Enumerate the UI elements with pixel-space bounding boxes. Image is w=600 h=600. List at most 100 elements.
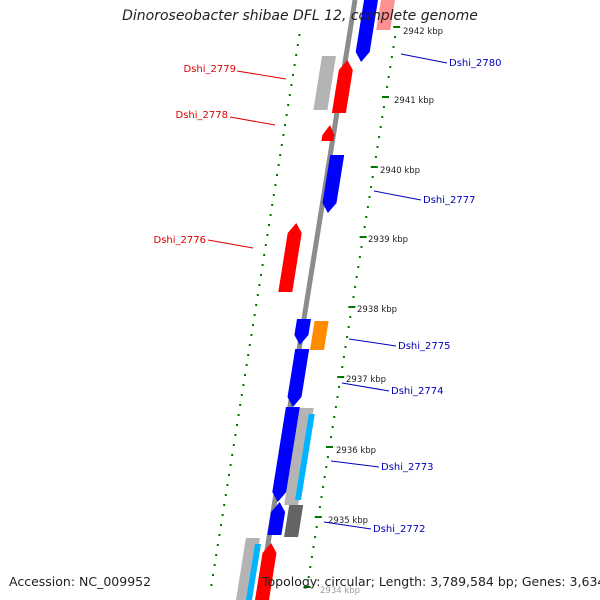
gene-label-dshi-2780[interactable]: Dshi_2780 bbox=[449, 58, 501, 69]
gene-feature-dshi-2772[interactable] bbox=[267, 502, 286, 535]
scale-tick bbox=[320, 496, 323, 498]
kbp-label: 2939 kbp bbox=[368, 235, 408, 245]
gene-feature-lower-red[interactable] bbox=[255, 543, 277, 600]
scale-tick bbox=[226, 484, 229, 486]
scale-tick bbox=[378, 136, 381, 138]
gene-feature-dshi-2780[interactable] bbox=[355, 0, 379, 62]
kbp-label: 2942 kbp bbox=[403, 27, 443, 37]
scale-tick bbox=[376, 146, 379, 148]
scale-tick bbox=[342, 356, 345, 358]
scale-tick bbox=[293, 64, 296, 66]
scale-tick bbox=[261, 264, 264, 266]
scale-tick bbox=[366, 206, 369, 208]
kbp-scale-ticks bbox=[210, 26, 401, 588]
scale-tick bbox=[271, 204, 274, 206]
scale-tick bbox=[272, 194, 275, 196]
scale-tick bbox=[296, 44, 299, 46]
scale-tick bbox=[312, 546, 315, 548]
scale-tick bbox=[389, 66, 392, 68]
gene-feature-dshi-2778[interactable] bbox=[321, 125, 335, 141]
scale-tick bbox=[330, 436, 333, 438]
scale-tick bbox=[285, 114, 288, 116]
scale-tick bbox=[244, 374, 246, 376]
scale-tick bbox=[370, 186, 373, 188]
kbp-label: 2936 kbp bbox=[336, 446, 376, 456]
gene-label-dshi-2775[interactable]: Dshi_2775 bbox=[398, 341, 450, 352]
gene-feature-dshi-2779[interactable] bbox=[331, 60, 353, 113]
gene-feature-dshi-2775[interactable] bbox=[310, 321, 329, 350]
gene-label-dshi-2772[interactable]: Dshi_2772 bbox=[373, 524, 425, 535]
scale-tick bbox=[266, 234, 269, 236]
kbp-label: 2938 kbp bbox=[357, 305, 397, 315]
scale-tick bbox=[248, 344, 251, 346]
scale-tick bbox=[374, 156, 377, 158]
scale-tick bbox=[331, 426, 334, 428]
scale-tick bbox=[276, 174, 278, 176]
gene-label-dshi-2778[interactable]: Dshi_2778 bbox=[176, 110, 228, 121]
scale-tick bbox=[303, 586, 311, 588]
scale-tick bbox=[309, 566, 312, 568]
scale-tick bbox=[220, 524, 222, 526]
kbp-label: 2934 kbp bbox=[320, 586, 360, 596]
scale-tick bbox=[371, 176, 374, 178]
gene-feature-dshi-2774[interactable] bbox=[287, 349, 310, 407]
gene-label-dshi-2776[interactable]: Dshi_2776 bbox=[154, 235, 206, 246]
scale-tick bbox=[213, 564, 216, 566]
gene-feature-dshi-2775-left[interactable] bbox=[294, 319, 311, 345]
gene-feature-dshi-2776[interactable] bbox=[278, 223, 302, 292]
scale-tick bbox=[236, 424, 238, 426]
scale-tick bbox=[284, 124, 286, 126]
scale-tick bbox=[337, 376, 345, 378]
scale-tick bbox=[322, 486, 325, 488]
scale-tick bbox=[269, 214, 272, 216]
kbp-label: 2935 kbp bbox=[328, 516, 368, 526]
scale-tick bbox=[256, 294, 259, 296]
scale-tick bbox=[310, 556, 313, 558]
scale-tick bbox=[231, 454, 234, 456]
scale-tick bbox=[295, 54, 298, 56]
scale-tick bbox=[263, 254, 266, 256]
scale-tick bbox=[354, 286, 357, 288]
scale-tick bbox=[379, 126, 382, 128]
gene-feature-dshi-2772-grey[interactable] bbox=[284, 505, 304, 537]
scale-tick bbox=[212, 574, 214, 576]
scale-tick bbox=[260, 274, 262, 276]
scale-tick bbox=[370, 166, 378, 168]
accession-text: Accession: NC_009952 bbox=[9, 574, 152, 589]
scale-tick bbox=[344, 346, 347, 348]
gene-label-dshi-2774[interactable]: Dshi_2774 bbox=[391, 386, 443, 397]
gene-feature-lower-cyan[interactable] bbox=[246, 544, 261, 600]
scale-tick bbox=[333, 416, 336, 418]
scale-tick bbox=[349, 316, 352, 318]
gene-feature-dshi-2779-grey[interactable] bbox=[313, 56, 336, 110]
scale-tick bbox=[392, 46, 395, 48]
kbp-label: 2941 kbp bbox=[394, 96, 434, 106]
scale-tick bbox=[223, 504, 226, 506]
scale-tick bbox=[352, 296, 355, 298]
scale-tick bbox=[323, 476, 326, 478]
scale-tick bbox=[280, 144, 283, 146]
scale-tick bbox=[264, 244, 267, 246]
gene-feature-dshi-2773[interactable] bbox=[272, 407, 300, 502]
scale-tick bbox=[252, 324, 254, 326]
scale-tick bbox=[360, 246, 363, 248]
gene-feature-2781-partial[interactable] bbox=[376, 0, 396, 30]
scale-tick bbox=[292, 74, 294, 76]
scale-tick bbox=[387, 76, 390, 78]
scale-tick bbox=[250, 334, 253, 336]
scale-tick bbox=[348, 306, 356, 308]
scale-tick bbox=[288, 94, 291, 96]
scale-tick bbox=[298, 34, 301, 36]
scale-tick bbox=[240, 394, 243, 396]
gene-label-dshi-2777[interactable]: Dshi_2777 bbox=[423, 195, 475, 206]
gene-label-dshi-2773[interactable]: Dshi_2773 bbox=[381, 462, 433, 473]
scale-tick bbox=[314, 516, 322, 518]
scale-tick bbox=[358, 256, 361, 258]
topology-text: Topology: circular; Length: 3,789,584 bp… bbox=[262, 574, 600, 589]
scale-tick bbox=[347, 326, 350, 328]
gene-label-dshi-2779[interactable]: Dshi_2779 bbox=[184, 64, 236, 75]
gene-feature-dshi-2777[interactable] bbox=[322, 155, 345, 213]
scale-tick bbox=[382, 106, 385, 108]
scale-tick bbox=[307, 576, 310, 578]
gene-feature-dshi-2773-cyan[interactable] bbox=[295, 414, 315, 500]
